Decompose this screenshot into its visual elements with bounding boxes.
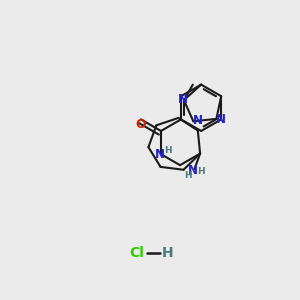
Text: N: N bbox=[178, 93, 188, 106]
Text: N: N bbox=[215, 113, 226, 126]
Text: H: H bbox=[162, 245, 174, 260]
Text: N: N bbox=[155, 148, 165, 161]
Text: N: N bbox=[193, 114, 202, 127]
Text: N: N bbox=[188, 164, 198, 177]
Text: Cl: Cl bbox=[129, 245, 144, 260]
Text: H: H bbox=[164, 146, 171, 154]
Text: O: O bbox=[136, 118, 146, 131]
Text: H: H bbox=[197, 167, 205, 176]
Text: H: H bbox=[184, 171, 192, 180]
